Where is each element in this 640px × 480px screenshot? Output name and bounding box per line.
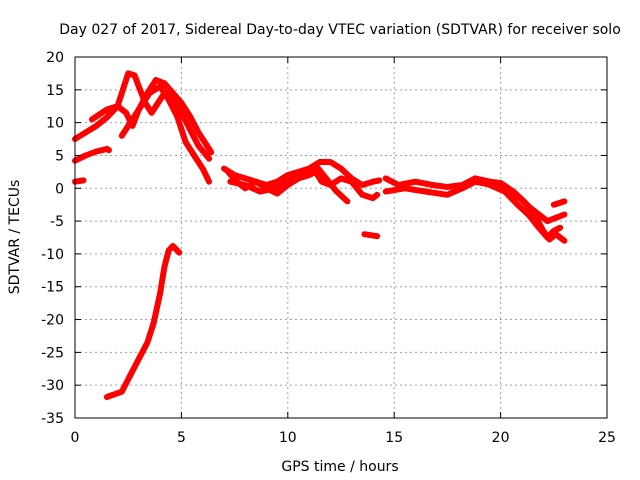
y-axis-label: SDTVAR / TECUs (7, 180, 23, 295)
series-track-b (72, 145, 112, 164)
data-series (72, 70, 568, 400)
axis-ticks (74, 56, 608, 419)
y-tick-label: 5 (55, 148, 64, 164)
x-axis-label: GPS time / hours (281, 459, 398, 475)
y-tick-label: -10 (41, 247, 64, 263)
chart-title: Day 027 of 2017, Sidereal Day-to-day VTE… (59, 22, 621, 38)
y-axis-tick-labels: 20 15 10 5 0 -5 -10 -15 -20 -25 -30 -35 (41, 50, 64, 427)
x-tick-label: 25 (598, 430, 616, 446)
series-track-i (227, 162, 351, 205)
y-tick-label: -35 (41, 411, 64, 427)
series-track-m (472, 175, 564, 241)
x-tick-label: 20 (492, 430, 510, 446)
y-tick-label: -20 (41, 313, 64, 329)
x-tick-label: 0 (71, 430, 80, 446)
y-tick-label: 15 (46, 83, 64, 99)
x-tick-label: 10 (279, 430, 297, 446)
series-track-f (103, 243, 183, 400)
x-tick-label: 5 (177, 430, 186, 446)
plot-frame (74, 56, 608, 419)
y-tick-label: 20 (46, 50, 64, 66)
y-tick-label: -5 (50, 214, 64, 230)
x-axis-tick-labels: 0 5 10 15 20 25 (71, 430, 616, 446)
series-track-l (382, 178, 568, 225)
series-track-n (550, 198, 568, 208)
y-tick-label: -30 (41, 378, 64, 394)
series-track-j (361, 231, 381, 240)
series-track-g (225, 168, 381, 202)
y-tick-label: 10 (46, 116, 64, 132)
series-track-c (72, 177, 87, 185)
y-tick-label: 0 (55, 181, 64, 197)
series-track-d (89, 77, 215, 156)
series-track-e (118, 83, 213, 185)
series-track-a (72, 70, 213, 162)
y-tick-label: -25 (41, 345, 64, 361)
x-tick-label: 15 (385, 430, 403, 446)
y-tick-label: -15 (41, 280, 64, 296)
